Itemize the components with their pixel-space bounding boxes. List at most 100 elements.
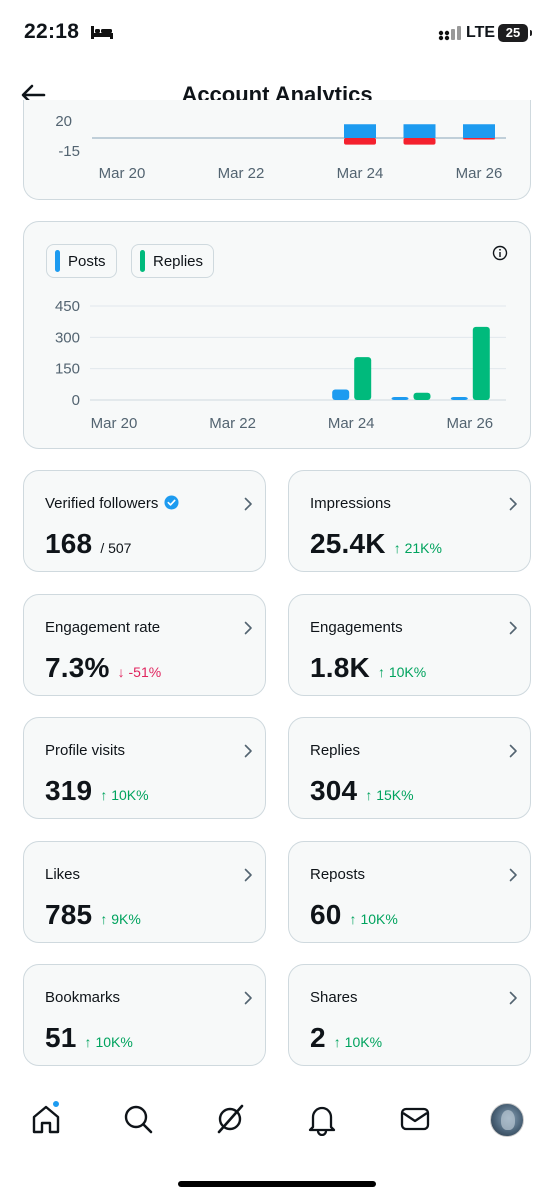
stat-value: 51 ↑ 10K% — [45, 1022, 133, 1054]
arrow-up-icon: ↑ — [377, 663, 389, 680]
mail-icon[interactable] — [398, 1102, 432, 1136]
stat-label: Likes — [45, 866, 80, 883]
status-bar: 22:18 LTE 25 — [0, 0, 554, 66]
stat-card-profile-visits[interactable]: Profile visits 319 ↑ 10K% — [23, 717, 266, 819]
stat-label: Bookmarks — [45, 989, 120, 1006]
stat-label: Verified followers — [45, 495, 179, 512]
stat-label-text: Verified followers — [45, 495, 159, 512]
stat-card-likes[interactable]: Likes 785 ↑ 9K% — [23, 840, 266, 943]
stat-change: ↑ 21K% — [394, 540, 442, 556]
chevron-right-icon — [244, 744, 252, 758]
stat-card-engagement-rate[interactable]: Engagement rate 7.3% ↓ -51% — [23, 593, 266, 696]
chart-bar — [472, 326, 490, 400]
stat-label-text: Engagement rate — [45, 618, 161, 636]
stat-change: ↑ 10K% — [85, 1034, 133, 1050]
chevron-right-icon — [509, 744, 517, 758]
y-tick-label: 20 — [55, 113, 72, 130]
stat-label: Impressions — [310, 495, 391, 512]
stat-value: 319 ↑ 10K% — [45, 775, 149, 807]
legend-replies[interactable]: Replies — [131, 244, 215, 278]
stat-card-replies[interactable]: Replies 304 ↑ 15K% — [288, 717, 531, 819]
x-tick-label: Mar 26 — [456, 165, 503, 182]
grok-icon[interactable] — [213, 1102, 247, 1136]
stat-value: 2 ↑ 10K% — [310, 1022, 382, 1054]
verified-badge-icon — [164, 495, 179, 510]
legend-posts[interactable]: Posts — [46, 244, 117, 278]
stat-change: ↑ 10K% — [378, 664, 426, 680]
arrow-up-icon: ↑ — [100, 910, 112, 927]
battery-indicator: 25 — [498, 24, 532, 42]
arrow-up-icon: ↑ — [393, 540, 405, 556]
x-tick-label: Mar 22 — [209, 415, 256, 432]
stat-label-text: Profile visits — [45, 742, 126, 759]
stat-label-text: Likes — [45, 865, 81, 883]
status-time: 22:18 — [24, 20, 80, 43]
chart-bar — [463, 124, 495, 138]
posts-sentiment-chart-card: 20 -15 Mar 20 Mar 22 Mar 24 Mar 26 — [23, 100, 531, 200]
chevron-right-icon — [509, 991, 517, 1005]
info-icon[interactable] — [492, 245, 508, 261]
notification-dot — [52, 1100, 60, 1108]
chart-bar — [413, 392, 431, 400]
chart-bar — [332, 389, 350, 400]
bottom-tab-bar — [0, 1082, 554, 1162]
stat-label: Profile visits — [45, 742, 125, 759]
stat-change-value: 10K% — [111, 787, 149, 803]
stat-value-number: 2 — [310, 1022, 326, 1053]
stat-card-bookmarks[interactable]: Bookmarks 51 ↑ 10K% — [23, 964, 266, 1066]
chart-bar — [450, 397, 468, 400]
x-tick-label: Mar 26 — [446, 415, 493, 432]
stat-value-number: 51 — [45, 1022, 77, 1053]
stat-change-value: 10K% — [388, 663, 427, 680]
stat-card-verified-followers[interactable]: Verified followers 168 / 507 — [23, 470, 266, 572]
bell-icon[interactable] — [305, 1102, 339, 1136]
stat-change-value: 10K% — [344, 1034, 383, 1050]
stat-label-text: Engagements — [310, 618, 403, 636]
stat-label-text: Impressions — [310, 495, 391, 512]
home-icon[interactable] — [29, 1102, 63, 1136]
stat-label: Engagement rate — [45, 619, 160, 636]
x-tick-label: Mar 22 — [218, 165, 265, 182]
sleep-focus-icon — [91, 26, 113, 39]
stat-change: ↓ -51% — [118, 664, 162, 680]
legend-swatch — [140, 250, 145, 272]
stat-change-value: 10K% — [95, 1034, 133, 1050]
stat-value: 60 ↑ 10K% — [310, 899, 398, 931]
stat-value: 304 ↑ 15K% — [310, 775, 414, 807]
stat-change-value: 21K% — [404, 540, 442, 556]
chevron-right-icon — [244, 497, 252, 511]
x-tick-label: Mar 24 — [337, 165, 384, 182]
stat-label-text: Replies — [310, 742, 361, 759]
y-tick-label: 450 — [55, 298, 80, 315]
arrow-up-icon: ↑ — [100, 787, 112, 803]
stat-label: Replies — [310, 742, 360, 759]
stat-label: Reposts — [310, 866, 365, 883]
chart-bar — [403, 124, 436, 138]
stat-value-number: 319 — [45, 775, 93, 806]
stat-value-number: 7.3% — [45, 651, 110, 683]
y-tick-label: 0 — [72, 392, 80, 409]
avatar[interactable] — [490, 1103, 524, 1137]
chevron-right-icon — [244, 868, 252, 881]
stat-card-reposts[interactable]: Reposts 60 ↑ 10K% — [288, 840, 531, 943]
top-bar-chart: 20 -15 Mar 20 Mar 22 Mar 24 Mar 26 — [55, 113, 506, 182]
stat-card-engagements[interactable]: Engagements 1.8K ↑ 10K% — [288, 593, 531, 696]
legend-label: Posts — [68, 252, 106, 270]
chevron-right-icon — [509, 497, 517, 511]
x-tick-label: Mar 20 — [99, 165, 146, 182]
arrow-up-icon: ↑ — [333, 1034, 345, 1050]
stat-card-impressions[interactable]: Impressions 25.4K ↑ 21K% — [288, 470, 531, 572]
stat-value: 1.8K ↑ 10K% — [310, 652, 426, 684]
stat-label-text: Reposts — [310, 865, 366, 883]
stat-change-value: 10K% — [360, 910, 398, 927]
arrow-up-icon: ↑ — [365, 787, 377, 803]
stat-change-value: -51% — [128, 663, 162, 680]
stat-change-value: 15K% — [376, 787, 414, 803]
stat-card-shares[interactable]: Shares 2 ↑ 10K% — [288, 964, 531, 1066]
chevron-right-icon — [509, 621, 517, 634]
stat-value: 785 ↑ 9K% — [45, 899, 141, 931]
stat-value: 7.3% ↓ -51% — [45, 652, 161, 684]
posts-replies-chart-card: Posts Replies 0 150 300 450 Mar 20 Mar 22 Mar… — [23, 221, 531, 449]
stat-value-number: 60 — [310, 898, 342, 930]
search-icon[interactable] — [121, 1102, 155, 1136]
